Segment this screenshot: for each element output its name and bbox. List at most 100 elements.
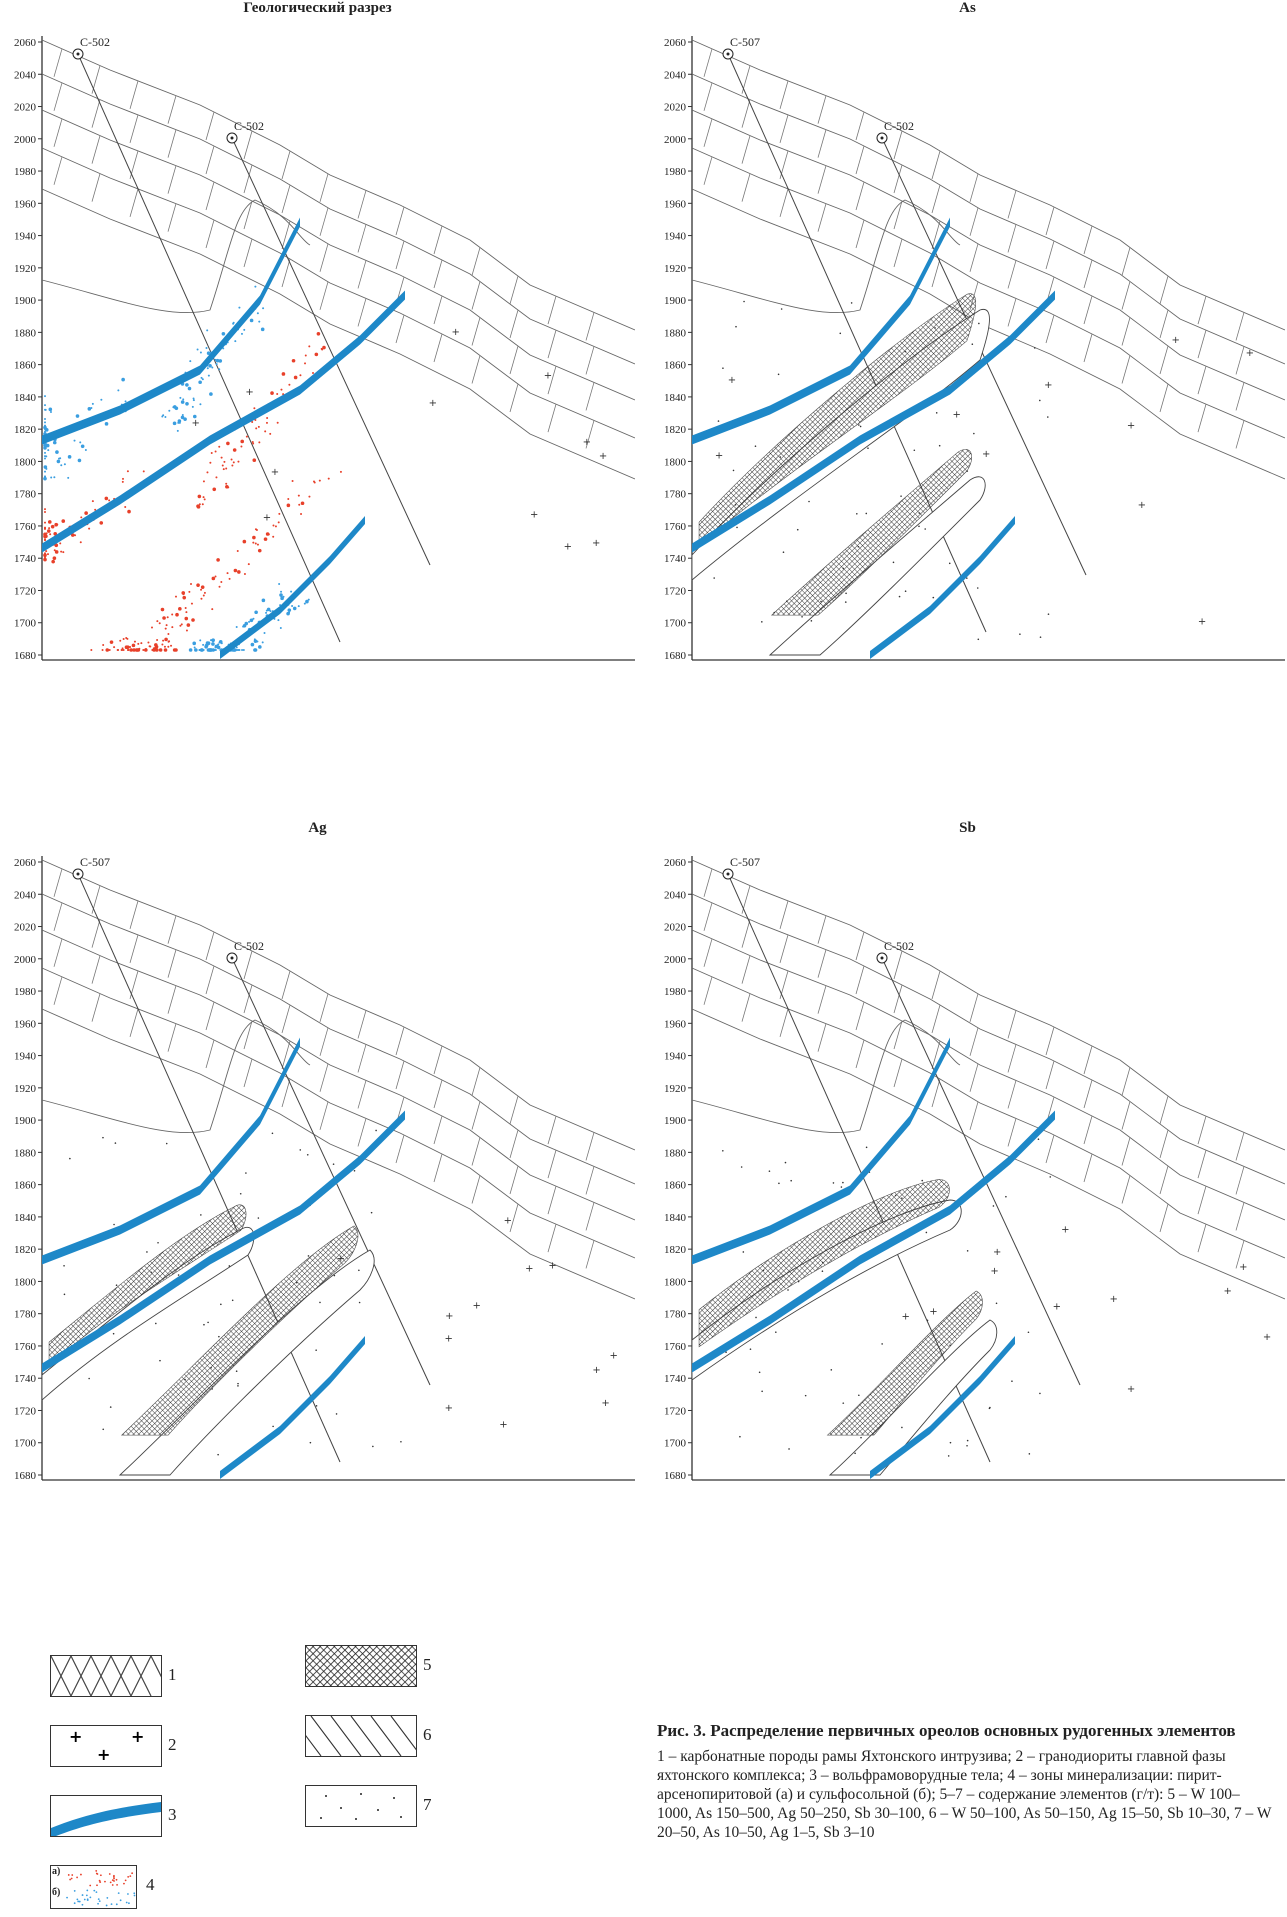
tick-label: 1700 <box>14 618 37 630</box>
legend-red-dot <box>95 1870 98 1872</box>
bedding-tick <box>1121 1175 1131 1204</box>
svg-text:+: + <box>69 1727 82 1746</box>
strata-line <box>691 859 1285 1151</box>
tick-label: 2020 <box>664 922 687 934</box>
well-left-collar-dot <box>76 872 80 876</box>
legend-blue-dot <box>73 1890 76 1892</box>
halo-dot <box>218 1335 220 1338</box>
granodiorite-cross: + <box>953 410 961 421</box>
red-dot <box>220 581 223 584</box>
well-left-label: С-507 <box>730 35 760 49</box>
legend-red-dot <box>108 1873 111 1875</box>
blue-dot <box>277 619 280 622</box>
halo-dot <box>904 590 907 593</box>
halo-core <box>48 1204 247 1367</box>
bedding-tick <box>1121 247 1131 276</box>
bedding-tick <box>1197 1116 1207 1145</box>
red-dot <box>252 458 257 463</box>
red-dot <box>101 649 104 651</box>
granodiorite-cross: + <box>1198 617 1206 628</box>
bedding-tick <box>319 207 329 236</box>
blue-dot <box>208 364 212 368</box>
red-dot <box>220 456 223 459</box>
legend-number: 6 <box>423 1725 432 1744</box>
bedding-tick <box>1197 1186 1207 1215</box>
red-dot <box>256 543 259 546</box>
blue-dot <box>240 332 243 335</box>
bedding-tick <box>741 173 751 202</box>
halo-dot <box>924 528 927 530</box>
red-dot <box>216 558 220 562</box>
red-dot <box>184 607 187 610</box>
bedding-tick <box>1007 1010 1017 1039</box>
halo-dot <box>850 302 853 304</box>
tick-label: 1780 <box>664 1309 687 1321</box>
legend-red-dot <box>96 1884 98 1887</box>
blue-dot <box>209 392 213 396</box>
legend-number: 3 <box>168 1805 177 1824</box>
tick-label: 1740 <box>664 1373 687 1385</box>
red-dot <box>196 583 200 587</box>
bedding-tick <box>547 1150 557 1179</box>
blue-dot <box>305 599 309 604</box>
blue-dot <box>121 377 125 382</box>
legend-red-dot <box>109 1881 112 1884</box>
blue-dot <box>183 417 187 421</box>
red-dot <box>124 645 129 650</box>
tick-label: 1680 <box>664 1470 687 1482</box>
blue-dot <box>177 419 182 423</box>
granodiorite-cross: + <box>271 467 279 478</box>
legend-red-dot <box>76 1876 78 1879</box>
halo-dot <box>796 528 799 531</box>
tick-label: 2060 <box>14 857 37 869</box>
bedding-tick <box>817 165 827 194</box>
bedding-tick <box>779 150 789 179</box>
red-dot <box>300 512 303 515</box>
strata-line <box>691 188 1285 480</box>
red-dot <box>47 520 52 524</box>
blue-dot <box>44 455 46 458</box>
legend-red-dot <box>111 1884 114 1886</box>
bedding-tick <box>855 111 865 141</box>
blue-dot <box>44 395 46 398</box>
halo-dot <box>820 600 822 603</box>
halo-dot <box>786 600 788 602</box>
red-dot <box>276 392 279 395</box>
bedding-tick <box>779 900 789 929</box>
bedding-tick <box>1197 330 1207 359</box>
tick-label: 1900 <box>14 295 37 307</box>
bedding-tick <box>893 1058 903 1088</box>
halo-dot <box>845 1238 848 1241</box>
halo-dot <box>948 562 951 565</box>
granodiorite-cross: + <box>445 1403 453 1414</box>
well-right-trace <box>881 957 1081 1386</box>
blue-dot <box>44 404 46 407</box>
granodiorite-cross: + <box>599 451 607 462</box>
tick-label: 1760 <box>14 1341 37 1353</box>
halo-dot <box>857 545 860 548</box>
halo-dot <box>976 587 979 589</box>
halo-dot <box>947 1455 950 1457</box>
tick-label: 2060 <box>664 37 687 49</box>
strata-line <box>41 73 635 365</box>
red-dot <box>162 639 165 642</box>
strata-line <box>691 967 1285 1259</box>
tick-label: 1940 <box>14 1051 37 1063</box>
bedding-tick <box>969 1063 979 1092</box>
strata-line <box>41 109 635 401</box>
halo-dot <box>854 1452 856 1455</box>
tick-label: 1820 <box>14 424 37 436</box>
legend-red-dot <box>123 1882 125 1885</box>
strata-line <box>691 109 1285 401</box>
bedding-tick <box>585 1202 595 1231</box>
red-dot <box>245 435 248 438</box>
bedding-tick <box>129 900 139 929</box>
blue-dot <box>188 648 193 652</box>
halo-dot <box>333 1274 336 1277</box>
legend-blue-dot <box>106 1897 109 1899</box>
bedding-tick <box>129 80 139 109</box>
bedding-tick <box>1159 275 1169 305</box>
granodiorite-cross: + <box>1061 1224 1069 1235</box>
panel-sb: Sb 2060 2040 2020 2000 1980 1960 1940 1920 1900 1… <box>650 820 1285 1630</box>
blue-dot <box>201 378 204 381</box>
